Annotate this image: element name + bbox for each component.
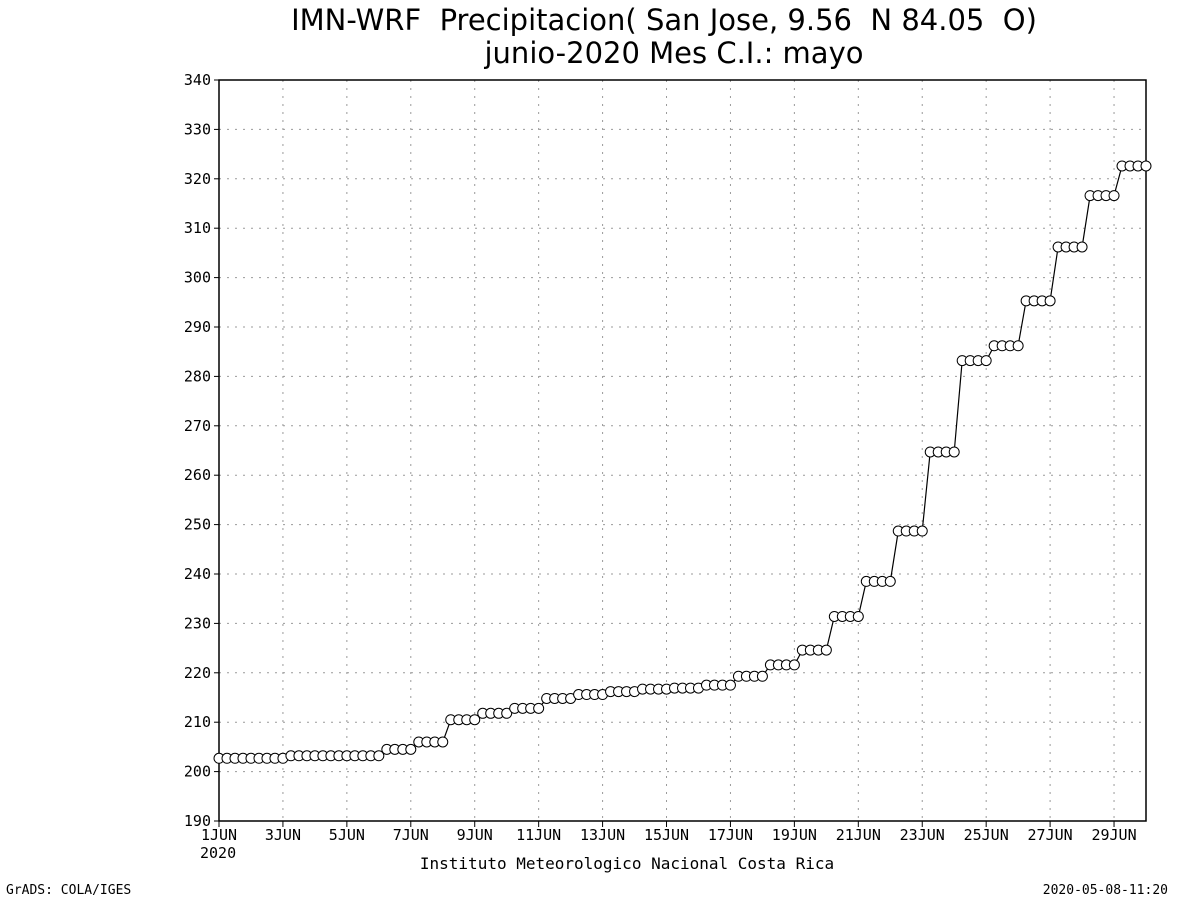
series-1 <box>213 160 1152 764</box>
x-tick-label: 29JUN <box>1091 826 1136 844</box>
data-point <box>1012 340 1024 352</box>
y-tick-label: 230 <box>184 614 211 632</box>
x-tick-label: 15JUN <box>644 826 689 844</box>
x-axis-year-label: 2020 <box>200 844 236 862</box>
chart-subtitle: junio-2020 Mes C.I.: mayo <box>484 36 864 70</box>
data-point <box>1140 160 1152 172</box>
software-credit: GrADS: COLA/IGES <box>6 883 131 898</box>
data-point <box>916 525 928 537</box>
chart-title: IMN-WRF Precipitacion( San Jose, 9.56 N … <box>291 3 1037 37</box>
render-timestamp: 2020-05-08-11:20 <box>1043 883 1168 898</box>
y-tick-label: 200 <box>184 763 211 781</box>
x-tick-label: 5JUN <box>329 826 365 844</box>
y-tick-label: 260 <box>184 466 211 484</box>
x-tick-label: 25JUN <box>964 826 1009 844</box>
data-point <box>980 355 992 367</box>
data-point <box>1076 241 1088 253</box>
plot-frame <box>218 79 1147 822</box>
y-tick-label: 320 <box>184 170 211 188</box>
y-tick-label: 190 <box>184 812 211 830</box>
data-point <box>948 446 960 458</box>
y-tick-label: 290 <box>184 318 211 336</box>
data-point <box>820 644 832 656</box>
y-tick-label: 240 <box>184 565 211 583</box>
y-tick-label: 270 <box>184 417 211 435</box>
data-point <box>756 670 768 682</box>
series-line <box>219 165 1146 759</box>
x-tick-label: 9JUN <box>457 826 493 844</box>
data-point <box>501 707 513 719</box>
y-tick-label: 250 <box>184 516 211 534</box>
y-tick-label: 300 <box>184 269 211 287</box>
x-axis: 1JUN 3JUN 5JUN 7JUN 9JUN 11JUN 13JUN 15JUN 17JUN… <box>201 821 1137 844</box>
x-tick-label: 11JUN <box>516 826 561 844</box>
y-tick-label: 310 <box>184 219 211 237</box>
x-tick-label: 13JUN <box>580 826 625 844</box>
y-tick-label: 210 <box>184 713 211 731</box>
data-point <box>373 750 385 762</box>
data-point <box>405 743 417 755</box>
data-point <box>1108 190 1120 202</box>
y-tick-label: 280 <box>184 367 211 385</box>
data-point <box>469 714 481 726</box>
y-tick-label: 330 <box>184 120 211 138</box>
y-tick-label: 220 <box>184 664 211 682</box>
x-tick-label: 7JUN <box>393 826 429 844</box>
x-tick-label: 23JUN <box>900 826 945 844</box>
data-point <box>1044 295 1056 307</box>
x-tick-label: 1JUN <box>201 826 237 844</box>
data-point <box>724 679 736 691</box>
data-point <box>884 575 896 587</box>
data-point <box>437 736 449 748</box>
x-tick-label: 19JUN <box>772 826 817 844</box>
x-tick-label: 17JUN <box>708 826 753 844</box>
data-point <box>788 659 800 671</box>
data-point <box>852 610 864 622</box>
x-tick-label: 3JUN <box>265 826 301 844</box>
x-tick-label: 27JUN <box>1028 826 1073 844</box>
grid <box>219 80 1146 821</box>
y-tick-label: 340 <box>184 71 211 89</box>
data-point <box>533 702 545 714</box>
y-axis: 190 200 210 220 230 240 250 260 270 280 290 300 310 3… <box>184 71 219 830</box>
institution-label: Instituto Meteorologico Nacional Costa R… <box>420 854 834 873</box>
x-tick-label: 21JUN <box>836 826 881 844</box>
